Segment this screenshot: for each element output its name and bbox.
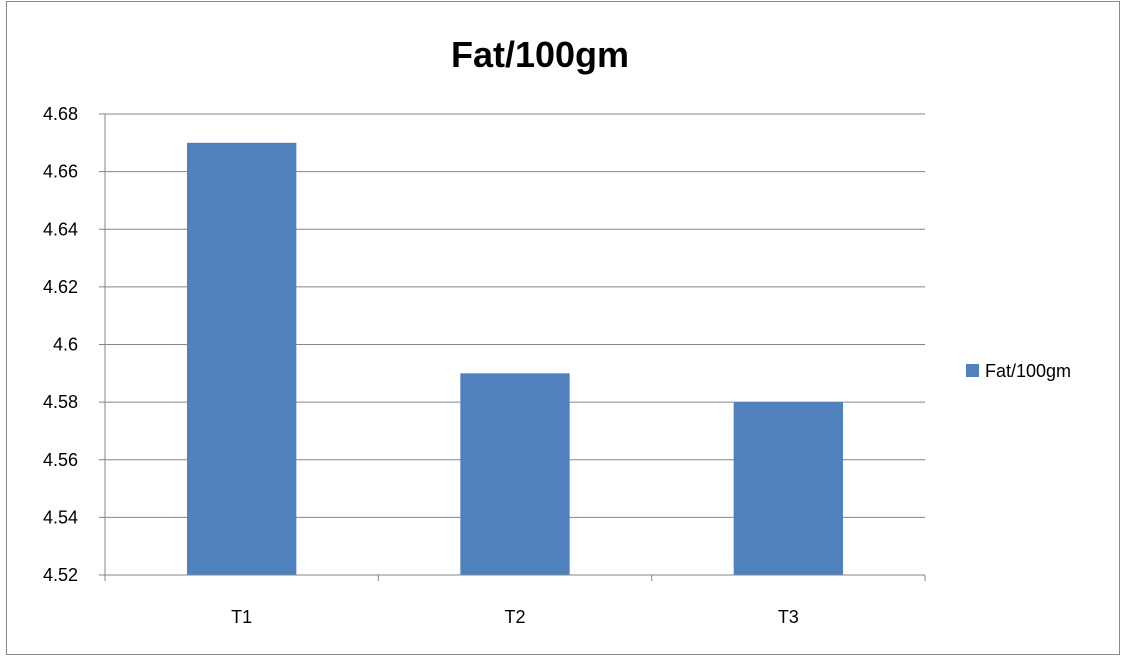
y-tick-label: 4.68 bbox=[43, 104, 78, 124]
x-tick-label: T3 bbox=[778, 607, 799, 627]
x-tick-label: T1 bbox=[231, 607, 252, 627]
legend-swatch bbox=[966, 364, 979, 377]
y-tick-label: 4.62 bbox=[43, 277, 78, 297]
y-tick-label: 4.6 bbox=[53, 335, 78, 355]
axes bbox=[99, 113, 926, 581]
y-tick-label: 4.56 bbox=[43, 450, 78, 470]
bar-t3 bbox=[733, 402, 843, 575]
y-tick-label: 4.52 bbox=[43, 565, 78, 585]
bars bbox=[187, 142, 843, 575]
bar-t2 bbox=[460, 373, 570, 575]
legend-label: Fat/100gm bbox=[985, 361, 1071, 381]
legend: Fat/100gm bbox=[966, 361, 1071, 381]
chart-title: Fat/100gm bbox=[451, 34, 629, 75]
y-tick-labels: 4.52 4.54 4.56 4.58 4.6 4.62 4.64 4.66 4.68 bbox=[43, 104, 78, 585]
y-tick-label: 4.64 bbox=[43, 219, 78, 239]
y-tick-label: 4.58 bbox=[43, 392, 78, 412]
y-tick-label: 4.54 bbox=[43, 507, 78, 527]
y-tick-label: 4.66 bbox=[43, 162, 78, 182]
bar-t1 bbox=[187, 142, 297, 575]
x-tick-label: T2 bbox=[504, 607, 525, 627]
x-tick-labels: T1 T2 T3 bbox=[231, 607, 799, 627]
